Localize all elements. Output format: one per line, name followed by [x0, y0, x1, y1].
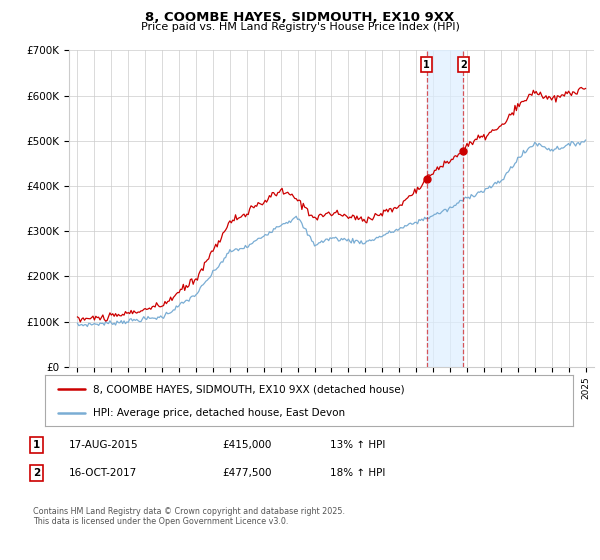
Text: 17-AUG-2015: 17-AUG-2015 — [69, 440, 139, 450]
Text: Price paid vs. HM Land Registry's House Price Index (HPI): Price paid vs. HM Land Registry's House … — [140, 22, 460, 32]
Text: 8, COOMBE HAYES, SIDMOUTH, EX10 9XX: 8, COOMBE HAYES, SIDMOUTH, EX10 9XX — [145, 11, 455, 24]
Text: 18% ↑ HPI: 18% ↑ HPI — [330, 468, 385, 478]
Text: HPI: Average price, detached house, East Devon: HPI: Average price, detached house, East… — [92, 408, 344, 418]
Text: 16-OCT-2017: 16-OCT-2017 — [69, 468, 137, 478]
Text: 8, COOMBE HAYES, SIDMOUTH, EX10 9XX (detached house): 8, COOMBE HAYES, SIDMOUTH, EX10 9XX (det… — [92, 384, 404, 394]
Bar — [427, 50, 463, 367]
Text: Contains HM Land Registry data © Crown copyright and database right 2025.
This d: Contains HM Land Registry data © Crown c… — [33, 507, 345, 526]
Text: 2: 2 — [460, 60, 467, 70]
Text: 1: 1 — [33, 440, 40, 450]
Text: £477,500: £477,500 — [222, 468, 271, 478]
Text: £415,000: £415,000 — [222, 440, 271, 450]
Text: 2: 2 — [33, 468, 40, 478]
Text: 13% ↑ HPI: 13% ↑ HPI — [330, 440, 385, 450]
Text: 1: 1 — [424, 60, 430, 70]
